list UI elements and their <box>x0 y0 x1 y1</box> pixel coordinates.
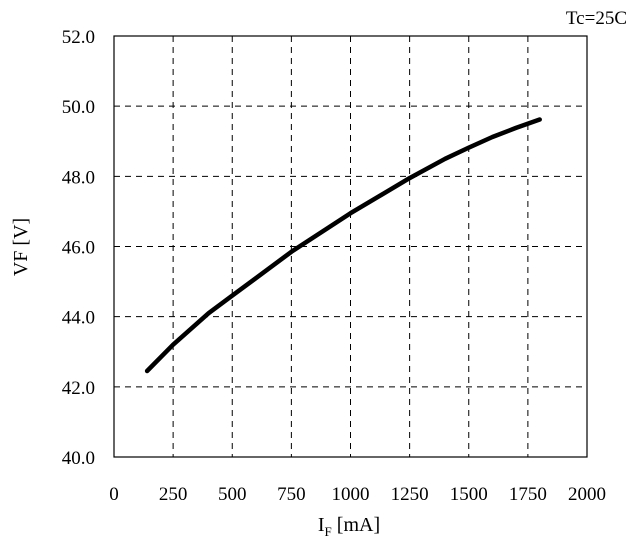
x-axis-label: IF [mA] <box>318 514 380 539</box>
x-tick-label: 750 <box>277 484 306 505</box>
y-tick-label: 42.0 <box>62 378 95 399</box>
series-layer <box>144 117 542 374</box>
x-axis-label-main: I <box>318 514 325 536</box>
x-tick-labels: 0 250 500 750 1000 1250 1500 1750 2000 <box>109 484 606 505</box>
grid-lines <box>114 36 587 457</box>
y-tick-label: 44.0 <box>62 308 95 329</box>
temperature-annotation: Tc=25C <box>566 8 627 29</box>
y-tick-label: 50.0 <box>62 97 95 118</box>
y-tick-label: 48.0 <box>62 167 95 188</box>
x-axis-label-subscript: F <box>325 524 332 539</box>
x-tick-label: 250 <box>159 484 188 505</box>
y-tick-label: 46.0 <box>62 238 95 259</box>
plot-area-frame <box>113 35 588 458</box>
x-tick-label: 1750 <box>509 484 547 505</box>
y-axis-label: VF [V] <box>10 218 32 276</box>
x-tick-label: 2000 <box>568 484 606 505</box>
x-tick-label: 1250 <box>391 484 429 505</box>
x-tick-label: 1000 <box>332 484 370 505</box>
y-tick-label: 52.0 <box>62 27 95 48</box>
vf-curve-line <box>144 117 542 374</box>
y-tick-labels: 40.0 42.0 44.0 46.0 48.0 50.0 52.0 <box>62 27 95 469</box>
x-tick-label: 1500 <box>450 484 488 505</box>
y-tick-label: 40.0 <box>62 448 95 469</box>
x-tick-label: 0 <box>109 484 119 505</box>
x-axis-label-unit: [mA] <box>332 514 380 536</box>
x-tick-label: 500 <box>218 484 247 505</box>
